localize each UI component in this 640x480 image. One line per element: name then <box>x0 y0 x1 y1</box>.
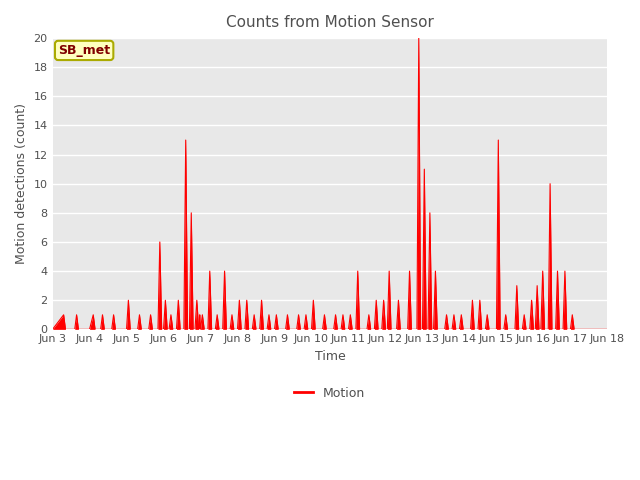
Legend: Motion: Motion <box>289 382 371 405</box>
X-axis label: Time: Time <box>315 350 346 363</box>
Y-axis label: Motion detections (count): Motion detections (count) <box>15 103 28 264</box>
Text: SB_met: SB_met <box>58 44 110 57</box>
Title: Counts from Motion Sensor: Counts from Motion Sensor <box>226 15 434 30</box>
